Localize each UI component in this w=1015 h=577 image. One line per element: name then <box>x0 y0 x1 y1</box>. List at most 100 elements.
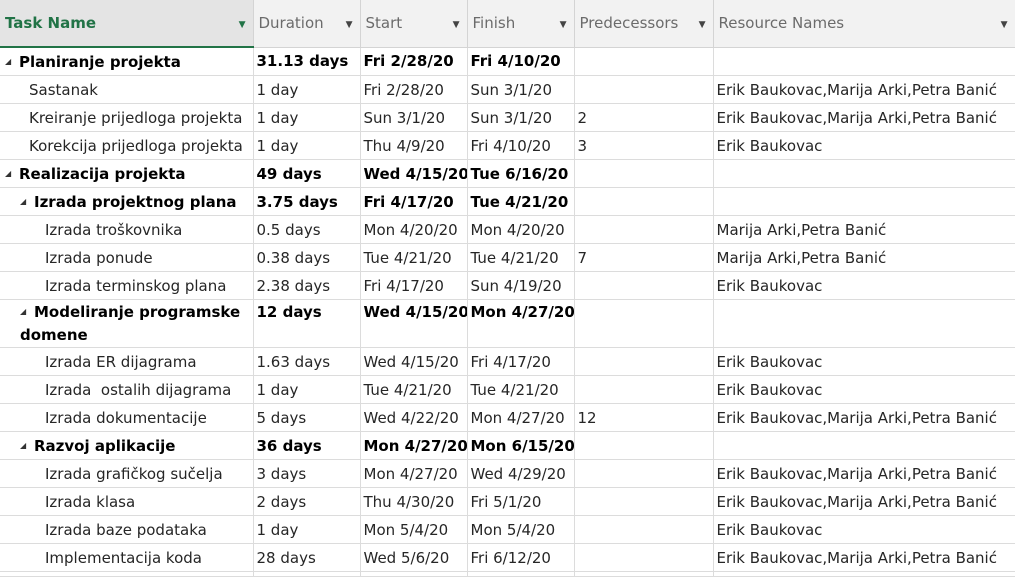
cell-duration[interactable]: 36 days <box>253 431 361 460</box>
cell-duration[interactable]: 2.38 days <box>253 271 361 300</box>
cell-start[interactable]: Fri 2/28/20 <box>360 75 468 104</box>
cell-duration[interactable]: 0.5 days <box>253 215 361 244</box>
cell-start[interactable]: Fri 2/28/20 <box>360 47 468 76</box>
task-row[interactable]: Izrada baze podataka 1 day Mon 5/4/20 Mon 5… <box>0 515 1015 544</box>
cell-task-name[interactable]: Implementacija koda <box>0 543 254 572</box>
cell-duration[interactable]: 1 day <box>253 75 361 104</box>
cell-start[interactable]: Thu 4/30/20 <box>360 487 468 516</box>
cell-task-name[interactable]: Korekcija prijedloga projekta <box>0 131 254 160</box>
summary-task-row[interactable]: ◢ Izrada projektnog plana 3.75 days Fri 4/1… <box>0 187 1015 216</box>
cell-start[interactable]: Thu 4/9/20 <box>360 131 468 160</box>
cell-predecessors[interactable] <box>574 459 714 488</box>
task-row[interactable]: Implementacija koda 28 days Wed 5/6/20 Fri … <box>0 543 1015 572</box>
cell-duration[interactable]: 1 day <box>253 515 361 544</box>
cell-task-name[interactable]: ◢ Modeliranje programske domene <box>0 299 254 348</box>
cell-finish[interactable]: Mon 4/20/20 <box>467 215 575 244</box>
cell-predecessors[interactable] <box>574 487 714 516</box>
collapse-triangle-icon[interactable]: ◢ <box>5 168 12 178</box>
cell-predecessors[interactable] <box>574 431 714 460</box>
cell-predecessors[interactable] <box>574 299 714 348</box>
task-row[interactable]: Kreiranje prijedloga projekta 1 day Sun 3/… <box>0 103 1015 132</box>
cell-predecessors[interactable] <box>574 515 714 544</box>
cell-finish[interactable]: Fri 6/12/20 <box>467 543 575 572</box>
cell-start[interactable]: Mon 4/27/20 <box>360 431 468 460</box>
dropdown-arrow-icon[interactable]: ▼ <box>698 20 706 30</box>
cell-duration[interactable]: 1 day <box>253 375 361 404</box>
cell-finish[interactable]: Tue 4/21/20 <box>467 243 575 272</box>
cell-resource-names[interactable] <box>713 431 1015 460</box>
col-header-finish[interactable]: Finish ▼ <box>467 0 575 48</box>
cell-finish[interactable]: Mon 4/27/20 <box>467 299 575 348</box>
cell-start[interactable]: Mon 4/27/20 <box>360 459 468 488</box>
col-header-duration[interactable]: Duration ▼ <box>253 0 361 48</box>
cell-finish[interactable]: Tue 4/21/20 <box>467 375 575 404</box>
cell-finish[interactable]: Sun 4/19/20 <box>467 271 575 300</box>
cell-predecessors[interactable] <box>574 75 714 104</box>
cell-finish[interactable]: Fri 4/10/20 <box>467 131 575 160</box>
summary-task-row[interactable]: ◢ Planiranje projekta 31.13 days Fri 2/28/2… <box>0 47 1015 76</box>
cell-predecessors[interactable]: 7 <box>574 243 714 272</box>
dropdown-arrow-icon[interactable]: ▼ <box>559 20 567 30</box>
collapse-triangle-icon[interactable]: ◢ <box>20 306 27 316</box>
col-header-start[interactable]: Start ▼ <box>360 0 468 48</box>
cell-resource-names[interactable]: Erik Baukovac,Marija Arki,Petra Banić <box>713 75 1015 104</box>
cell-resource-names[interactable] <box>713 159 1015 188</box>
summary-task-row[interactable]: ◢ Modeliranje programske domene 12 days Wed… <box>0 299 1015 348</box>
cell-task-name[interactable]: Izrada baze podataka <box>0 515 254 544</box>
cell-start[interactable]: Mon 4/20/20 <box>360 215 468 244</box>
cell-task-name[interactable]: ◢ Izrada projektnog plana <box>0 187 254 216</box>
cell-predecessors[interactable] <box>574 543 714 572</box>
cell-resource-names[interactable]: Erik Baukovac <box>713 515 1015 544</box>
cell-predecessors[interactable] <box>574 271 714 300</box>
cell-duration[interactable]: 3.75 days <box>253 187 361 216</box>
cell-predecessors[interactable]: 2 <box>574 103 714 132</box>
cell-resource-names[interactable]: Marija Arki,Petra Banić <box>713 215 1015 244</box>
cell-task-name[interactable]: Kreiranje prijedloga projekta <box>0 103 254 132</box>
cell-finish[interactable]: Sun 3/1/20 <box>467 103 575 132</box>
cell-predecessors[interactable] <box>574 159 714 188</box>
cell-duration[interactable]: 0.38 days <box>253 243 361 272</box>
cell-task-name[interactable]: ◢ Realizacija projekta <box>0 159 254 188</box>
cell-duration[interactable]: 12 days <box>253 299 361 348</box>
cell-finish[interactable]: Mon 4/27/20 <box>467 403 575 432</box>
cell-predecessors[interactable] <box>574 375 714 404</box>
cell-predecessors[interactable]: 3 <box>574 131 714 160</box>
cell-finish[interactable]: Wed 4/29/20 <box>467 459 575 488</box>
cell-duration[interactable]: 5 days <box>253 403 361 432</box>
cell-resource-names[interactable] <box>713 187 1015 216</box>
cell-start[interactable]: Wed 4/15/20 <box>360 347 468 376</box>
task-row[interactable]: Izrada terminskog plana 2.38 days Fri 4/17… <box>0 271 1015 300</box>
collapse-triangle-icon[interactable]: ◢ <box>20 440 27 450</box>
cell-start[interactable]: Fri 4/17/20 <box>360 271 468 300</box>
cell-predecessors[interactable] <box>574 347 714 376</box>
cell-start[interactable]: Fri 4/17/20 <box>360 187 468 216</box>
cell-task-name[interactable]: ◢ Razvoj aplikacije <box>0 431 254 460</box>
cell-predecessors[interactable] <box>574 215 714 244</box>
dropdown-arrow-icon[interactable]: ▼ <box>345 20 353 30</box>
cell-resource-names[interactable] <box>713 299 1015 348</box>
cell-resource-names[interactable]: Erik Baukovac,Marija Arki,Petra Banić <box>713 403 1015 432</box>
col-header-predecessors[interactable]: Predecessors ▼ <box>574 0 714 48</box>
cell-finish[interactable]: Fri 4/17/20 <box>467 347 575 376</box>
task-row[interactable]: Izrada klasa 2 days Thu 4/30/20 Fri 5/1/20 E… <box>0 487 1015 516</box>
cell-duration[interactable]: 28 days <box>253 543 361 572</box>
task-row[interactable]: Izrada troškovnika 0.5 days Mon 4/20/20 Mon… <box>0 215 1015 244</box>
cell-duration[interactable]: 2 days <box>253 487 361 516</box>
cell-start[interactable]: Mon 5/4/20 <box>360 515 468 544</box>
task-row[interactable]: Sastanak 1 day Fri 2/28/20 Sun 3/1/20 Erik B… <box>0 75 1015 104</box>
dropdown-arrow-icon[interactable]: ▼ <box>452 20 460 30</box>
cell-task-name[interactable]: Izrada troškovnika <box>0 215 254 244</box>
cell-start[interactable]: Tue 4/21/20 <box>360 243 468 272</box>
cell-resource-names[interactable] <box>713 47 1015 76</box>
cell-task-name[interactable]: Izrada ponude <box>0 243 254 272</box>
summary-task-row[interactable]: ◢ Razvoj aplikacije 36 days Mon 4/27/20 Mon … <box>0 431 1015 460</box>
cell-finish[interactable]: Fri 4/10/20 <box>467 47 575 76</box>
cell-start[interactable]: Wed 5/6/20 <box>360 543 468 572</box>
cell-task-name[interactable]: Izrada grafičkog sučelja <box>0 459 254 488</box>
cell-predecessors[interactable]: 12 <box>574 403 714 432</box>
cell-duration[interactable]: 49 days <box>253 159 361 188</box>
cell-predecessors[interactable] <box>574 187 714 216</box>
task-row[interactable]: Izrada dokumentacije 5 days Wed 4/22/20 Mon… <box>0 403 1015 432</box>
cell-resource-names[interactable]: Erik Baukovac <box>713 271 1015 300</box>
cell-duration[interactable]: 3 days <box>253 459 361 488</box>
